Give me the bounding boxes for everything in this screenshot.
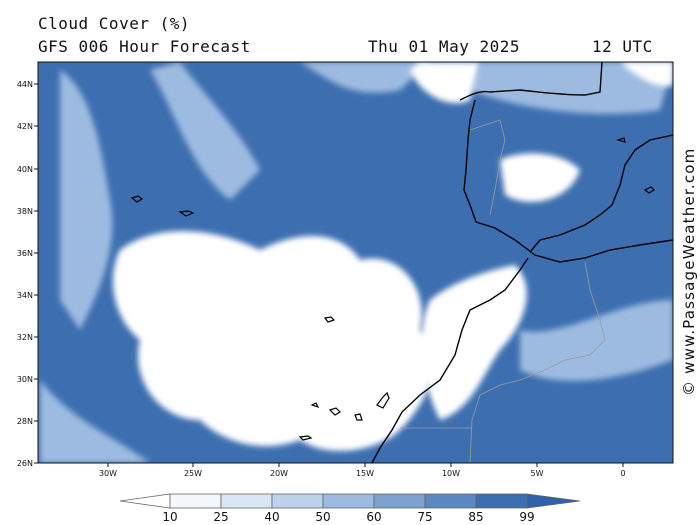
colorbar-label: 75 <box>417 510 432 524</box>
colorbar-label: 99 <box>519 510 534 524</box>
lat-label: 42N <box>17 122 33 131</box>
colorbar-label: 40 <box>264 510 279 524</box>
lon-label: 15W <box>356 469 374 478</box>
cloud-patches <box>40 62 673 463</box>
colorbar-segment <box>169 493 222 509</box>
lat-label: 28N <box>17 417 33 426</box>
lat-label: 30N <box>17 375 33 384</box>
map-area <box>38 62 673 463</box>
colorbar-segment <box>424 493 477 509</box>
colorbar-low-arrow <box>119 493 171 509</box>
colorbar-high-arrow <box>526 493 581 509</box>
lon-label: 25W <box>184 469 202 478</box>
colorbar-segment <box>220 493 273 509</box>
forecast-subtitle: GFS 006 Hour Forecast <box>38 37 251 56</box>
lat-label: 32N <box>17 333 33 342</box>
coastline <box>371 62 673 463</box>
colorbar-segment <box>373 493 426 509</box>
colorbar-segment <box>271 493 324 509</box>
latitude-axis: 44N 42N 40N 38N 36N 34N 32N 30N 28N 26N <box>17 80 38 468</box>
map-title: Cloud Cover (%) <box>38 14 190 33</box>
islands <box>130 137 655 441</box>
lat-label: 36N <box>17 249 33 258</box>
lon-label: 10W <box>442 469 460 478</box>
colorbar-segment <box>322 493 375 509</box>
lat-label: 44N <box>17 80 33 89</box>
lon-label: 0 <box>620 469 625 478</box>
country-borders <box>400 119 606 463</box>
lon-label: 30W <box>99 469 117 478</box>
lat-label: 26N <box>17 459 33 468</box>
longitude-axis: 30W 25W 20W 15W 10W 5W 0 <box>99 463 626 478</box>
colorbar-label: 85 <box>468 510 483 524</box>
credit-text: © www.PassageWeather.com <box>680 147 698 396</box>
map-frame <box>37 61 674 464</box>
lon-label: 5W <box>531 469 544 478</box>
colorbar-label: 25 <box>213 510 228 524</box>
forecast-time: 12 UTC <box>592 37 653 56</box>
colorbar-label: 10 <box>162 510 177 524</box>
forecast-date: Thu 01 May 2025 <box>368 37 520 56</box>
lat-label: 34N <box>17 291 33 300</box>
colorbar-label: 50 <box>315 510 330 524</box>
lat-label: 40N <box>17 165 33 174</box>
colorbar-segment <box>475 493 528 509</box>
lat-label: 38N <box>17 207 33 216</box>
lon-label: 20W <box>270 469 288 478</box>
clear-sky-patches <box>112 62 673 451</box>
colorbar: 10 25 40 50 60 75 85 99 <box>119 493 581 524</box>
colorbar-label: 60 <box>366 510 381 524</box>
